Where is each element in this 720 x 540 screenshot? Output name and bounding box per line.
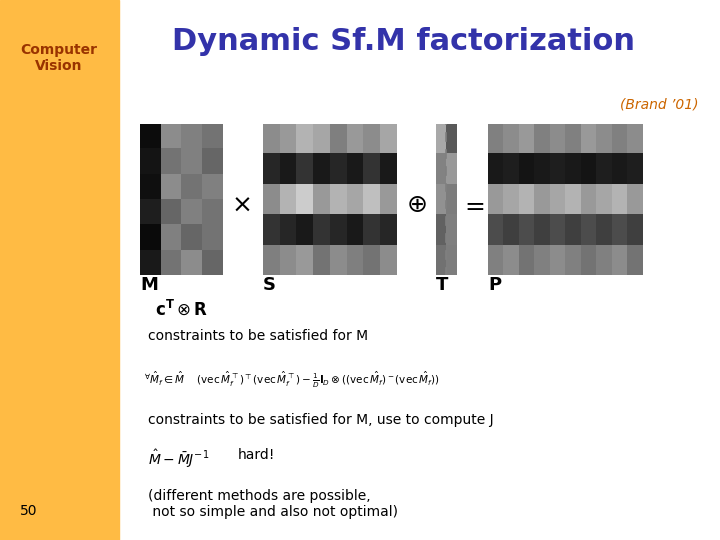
Text: T: T — [436, 276, 449, 294]
Text: M: M — [140, 276, 158, 294]
Text: $\mathbf{c}^\mathbf{T} \otimes \mathbf{R}$: $\mathbf{c}^\mathbf{T} \otimes \mathbf{R… — [155, 300, 209, 319]
Text: Computer
Vision: Computer Vision — [21, 43, 97, 73]
Text: Dynamic Sf.M factorization: Dynamic Sf.M factorization — [171, 27, 635, 56]
Text: ${}^{\forall}\hat{M}_f{\in}\hat{M}\ \ \ \ (\mathrm{vec}\,\hat{M}_f^\top)^\top(\m: ${}^{\forall}\hat{M}_f{\in}\hat{M}\ \ \ … — [144, 370, 440, 390]
Text: constraints to be satisfied for M, use to compute J: constraints to be satisfied for M, use t… — [148, 413, 493, 427]
Text: $\times$: $\times$ — [231, 193, 251, 217]
Text: (Brand ’01): (Brand ’01) — [620, 97, 698, 111]
Text: $\hat{M} - \bar{M}J^{-1}$: $\hat{M} - \bar{M}J^{-1}$ — [148, 448, 209, 470]
Text: $=$: $=$ — [460, 193, 485, 217]
Text: $\oplus$: $\oplus$ — [406, 193, 426, 217]
Text: constraints to be satisfied for M: constraints to be satisfied for M — [148, 329, 368, 343]
Text: P: P — [488, 276, 501, 294]
Text: S: S — [263, 276, 276, 294]
Text: hard!: hard! — [238, 448, 275, 462]
Text: 50: 50 — [20, 504, 37, 518]
Text: (different methods are possible,
 not so simple and also not optimal): (different methods are possible, not so … — [148, 489, 397, 519]
